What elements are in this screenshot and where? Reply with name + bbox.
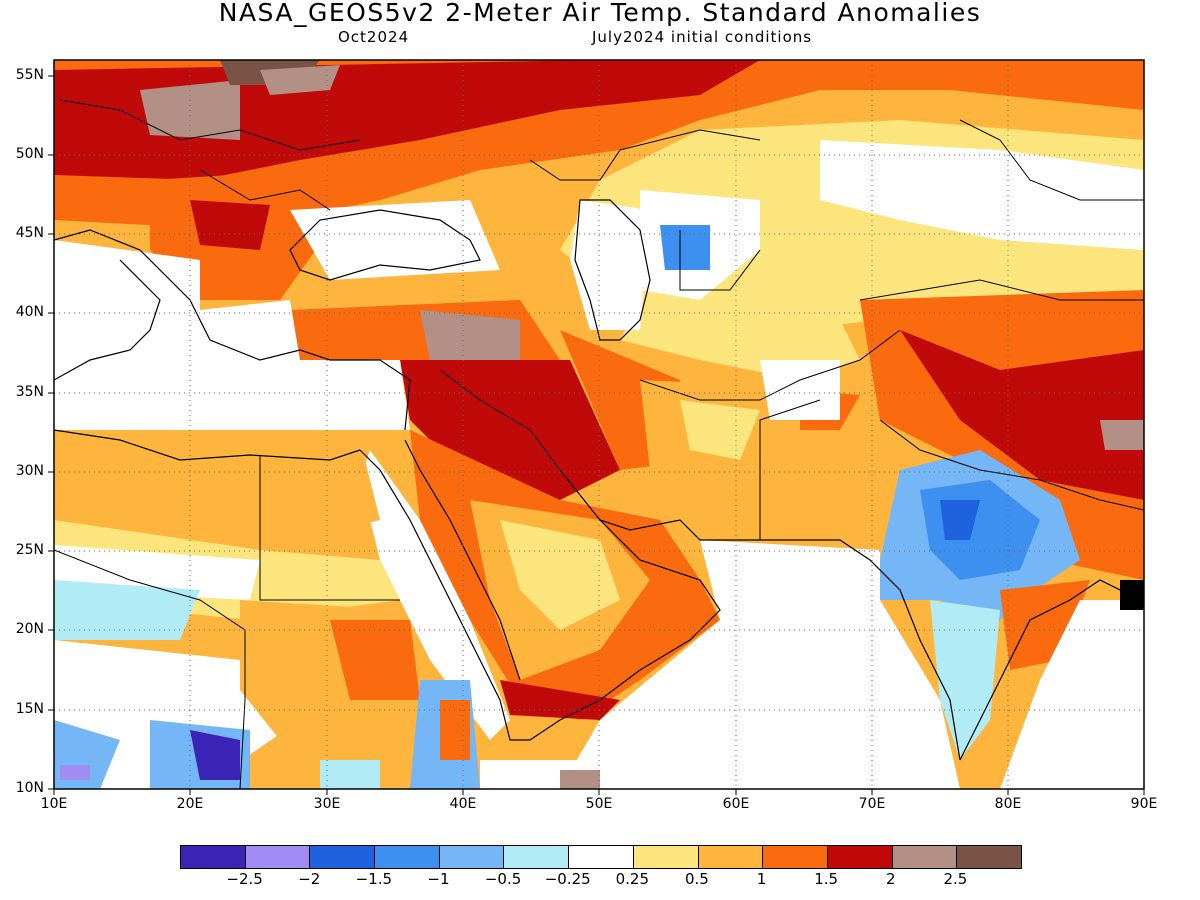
lon-label: 40E bbox=[449, 796, 477, 812]
colorbar-swatch bbox=[957, 846, 1021, 868]
lon-label: 50E bbox=[585, 796, 613, 812]
colorbar-swatch bbox=[310, 846, 376, 868]
lat-label: 55N bbox=[15, 67, 44, 83]
lat-label: 15N bbox=[15, 701, 44, 717]
lon-label: 10E bbox=[40, 796, 68, 812]
colorbar-label: 1 bbox=[756, 870, 767, 888]
lat-label: 40N bbox=[15, 304, 44, 320]
colorbar-swatch bbox=[245, 846, 311, 868]
lat-label: 50N bbox=[15, 146, 44, 162]
colorbar-swatch bbox=[633, 846, 699, 868]
colorbar-label: −1.5 bbox=[355, 870, 393, 888]
lat-label: 30N bbox=[15, 463, 44, 479]
colorbar-swatch bbox=[892, 846, 958, 868]
axis-ticks bbox=[48, 75, 1145, 795]
colorbar-swatch bbox=[439, 846, 505, 868]
colorbar-label: 1.5 bbox=[814, 870, 839, 888]
map-title: NASA_GEOS5v2 2-Meter Air Temp. Standard … bbox=[218, 0, 982, 27]
colorbar-label: −2 bbox=[298, 870, 321, 888]
lon-label: 70E bbox=[858, 796, 886, 812]
colorbar-swatch bbox=[698, 846, 764, 868]
colorbar-swatch bbox=[569, 846, 634, 868]
lon-label: 30E bbox=[313, 796, 341, 812]
lat-label: 45N bbox=[15, 225, 44, 241]
lon-label: 80E bbox=[994, 796, 1022, 812]
colorbar-label: −2.5 bbox=[226, 870, 263, 888]
gridlines bbox=[54, 60, 1144, 789]
colorbar-label: −0.25 bbox=[544, 870, 591, 888]
colorbar-label: −1 bbox=[427, 870, 450, 888]
lat-label: 25N bbox=[15, 542, 44, 558]
colorbar-label: −0.5 bbox=[484, 870, 522, 888]
lat-label: 35N bbox=[15, 384, 44, 400]
colorbar-swatch bbox=[504, 846, 570, 868]
coastlines bbox=[54, 99, 1144, 789]
lon-label: 20E bbox=[176, 796, 204, 812]
lat-label: 20N bbox=[15, 621, 44, 637]
lat-label: 10N bbox=[15, 780, 44, 796]
anomaly-map bbox=[48, 59, 1145, 795]
colorbar-swatch bbox=[827, 846, 893, 868]
colorbar-label: 2 bbox=[885, 870, 896, 888]
lon-label: 90E bbox=[1130, 796, 1158, 812]
colorbar-swatch bbox=[763, 846, 828, 868]
colorbar-label: 0.25 bbox=[615, 870, 649, 888]
colorbar bbox=[180, 845, 1022, 869]
colorbar-label: 0.5 bbox=[684, 870, 709, 888]
anomaly-field bbox=[54, 60, 1144, 789]
forecast-month: Oct2024 bbox=[338, 28, 410, 46]
colorbar-label: 2.5 bbox=[943, 870, 968, 888]
colorbar-swatch bbox=[181, 846, 246, 868]
initial-conditions: July2024 initial conditions bbox=[592, 28, 813, 46]
lon-label: 60E bbox=[722, 796, 750, 812]
colorbar-swatch bbox=[375, 846, 440, 868]
